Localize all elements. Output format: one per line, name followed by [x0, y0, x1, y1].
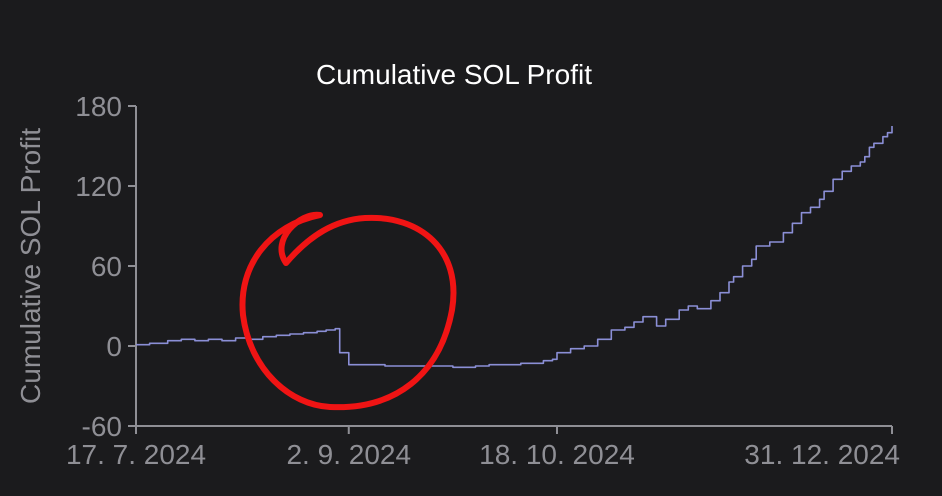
x-tick-label: 18. 10. 2024 [479, 439, 635, 470]
y-axis-ticks: 180 120 60 0 -60 [75, 91, 136, 442]
chart-title: Cumulative SOL Profit [316, 59, 592, 90]
x-tick-label: 2. 9. 2024 [286, 439, 411, 470]
red-hand-drawn-circle-annotation [239, 211, 457, 411]
y-tick-label: 60 [91, 251, 122, 282]
y-tick-label: -60 [82, 411, 122, 442]
y-tick-label: 180 [75, 91, 122, 122]
x-axis-ticks: 17. 7. 2024 2. 9. 2024 18. 10. 2024 31. 12.… [66, 426, 900, 470]
series-line [136, 126, 893, 369]
x-tick-label: 17. 7. 2024 [66, 439, 206, 470]
y-tick-label: 0 [106, 331, 122, 362]
y-axis-title: Cumulative SOL Profit [15, 128, 46, 404]
y-tick-label: 120 [75, 171, 122, 202]
x-tick-label: 31. 12. 2024 [744, 439, 900, 470]
